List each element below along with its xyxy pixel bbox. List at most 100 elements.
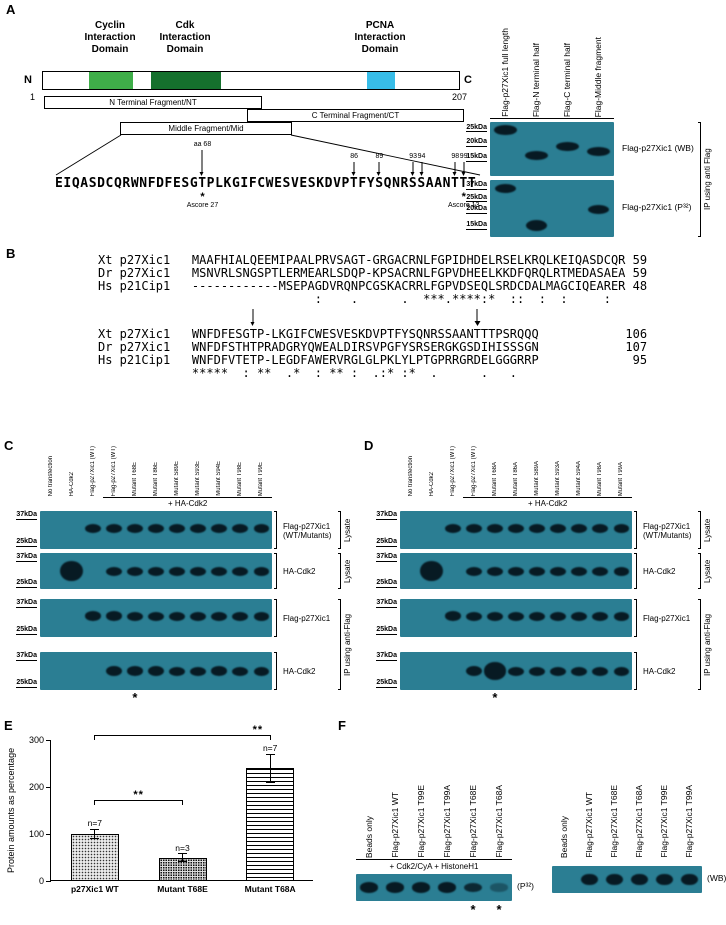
protein-band [613,566,630,576]
lane-label: Mutant S89A [534,461,541,496]
lane-label: Flag-Middle fragment [593,36,603,117]
wb-blot: 25kDa 20kDa 15kDa [466,122,614,176]
n-label: n=7 [87,818,103,829]
protein-band [437,882,457,893]
ascore-label: Ascore 27 [186,202,219,209]
protein-band [420,560,444,582]
sig-bracket [94,735,271,737]
protein-band [148,566,164,576]
lane-label: Mutant T68A [491,461,498,496]
protein-band [592,566,609,576]
protein-band [190,611,207,621]
ip-side-label: IP using anti Flag [703,148,712,211]
protein-band [631,873,648,886]
protein-band [613,611,630,621]
sequence-alignment: Xt p27Xic1 MAAFHIALQEEMIPAALPRVSAGT-GRGA… [98,254,647,380]
protein-band [529,666,545,676]
protein-band [148,666,164,676]
error-bar-cap [178,860,187,862]
ip-side-label: IP using anti-Flag [703,613,712,676]
ct-fragment-bar: C Terminal Fragment/CT [247,109,464,122]
ascore-asterisk: * [200,191,205,203]
lane-label: Mutant T99E [258,461,265,496]
lane-label: HA-Cdk2 [428,471,435,496]
protein-band [524,150,549,160]
molecular-weight-marker: 37kDa [16,553,37,562]
protein-band [105,523,122,533]
p32-kinase-blot [356,874,512,901]
significance-asterisk: * [492,690,498,705]
group-bracket-line [103,497,272,498]
panel-c: C No transfection HA-Cdk2 Flag-p27Xic1 (WT… [2,438,360,718]
protein-band [148,523,164,533]
lysate-side-label: Lysate [343,518,352,542]
lane-label: Flag-p27Xic1 T68A [634,785,644,858]
lane-label: Flag-N terminal half [531,42,541,117]
error-bar-cap [90,828,100,830]
protein-band [359,882,379,893]
panel-b: B Xt p27Xic1 MAAFHIALQEEMIPAALPRVSAGT-GR… [0,244,726,438]
bar-2 [158,857,207,881]
lane-label: Mutant T98A [597,461,604,496]
lysate-side-label: Lysate [343,559,352,583]
protein-band [253,566,270,576]
protein-band [484,662,506,680]
protein-band [127,523,143,533]
protein-band [127,666,143,676]
molecular-weight-marker: 25kDa [376,626,397,636]
site-arrow [419,162,424,176]
protein-band [550,611,567,621]
panel-b-label: B [6,246,16,261]
lane-label: Flag-p27Xic1 T99E [659,785,669,858]
c-terminus-label: C [464,74,472,86]
ascore-label: Ascore 13 [447,202,480,209]
protein-band [190,666,207,676]
cyclin-domain-box [89,72,133,89]
lane-labels: Beads only Flag-p27Xic1 WT Flag-p27Xic1 T9… [356,732,512,858]
strip-caption: HA-Cdk2 [283,567,316,576]
alignment-site-arrow [474,309,481,326]
protein-band [508,611,524,621]
lane-labels: No transfection HA-Cdk2 Flag-p27Xic1 (WT) F… [400,442,632,496]
protein-band [254,666,269,676]
protein-band [84,611,101,621]
protein-band [105,611,122,621]
group-bracket-line [463,497,632,498]
lane-label: Mutant T68E [131,461,138,496]
protein-band [105,566,122,576]
significance-asterisk: * [132,690,138,705]
protein-band [571,611,588,621]
alignment-row: Xt p27Xic1 MAAFHIALQEEMIPAALPRVSAGT-GRGA… [98,253,648,267]
wb-tag: (WB) [707,873,726,883]
protein-band [84,523,101,533]
protein-band [232,611,249,621]
lane-label: Mutant S89E [174,461,181,496]
panel-d: D No transfection HA-Cdk2 Flag-p27Xic1 (WT… [362,438,726,718]
panel-f-label: F [338,718,346,733]
alignment-site-arrow [250,309,255,326]
site-arrow [376,162,381,176]
lane-label: Mutant T86A [513,461,519,496]
protein-bar [42,71,460,90]
protein-band [571,523,588,533]
lane-label: No transfection [47,455,54,496]
panel-e: E Protein amounts as percentage 0 100 200 3… [2,718,336,924]
molecular-weight-marker: 37kDa [376,511,397,520]
lane-label: Flag-p27Xic1 T99A [684,785,694,858]
alignment-row: ***** : ** .* : ** : .:* :* . . . [98,366,532,380]
molecular-weight-marker: 25kDa [16,679,37,689]
protein-band [169,566,185,576]
protein-band [606,873,623,886]
protein-band [169,666,185,676]
kinase-condition-label: + Cdk2/CyA + HistoneH1 [389,862,479,871]
strip-caption: Flag-p27Xic1 (WT/Mutants) [283,522,332,541]
lysate-side-label: Lysate [703,518,712,542]
y-tick [46,833,51,835]
ip-flag-blot: 37kDa 25kDa [16,599,277,637]
molecular-weight-marker: 25kDa [466,193,487,203]
bar-1 [70,834,119,881]
protein-band [487,523,503,533]
molecular-weight-marker: 25kDa [466,123,487,133]
protein-band [550,566,567,576]
molecular-weight-marker: 25kDa [376,578,397,588]
